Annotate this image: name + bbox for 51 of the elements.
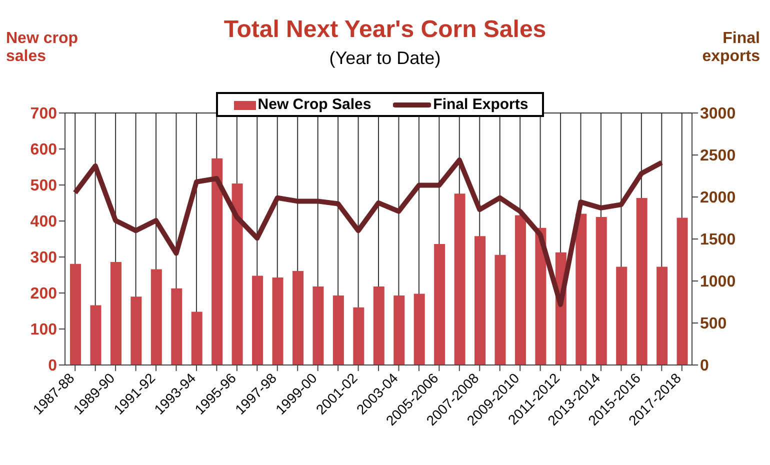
bar [616,266,628,365]
y-tick-label: 0 [48,358,58,375]
bar [312,286,324,365]
bar [414,294,425,365]
bar [332,296,344,365]
legend-label: Final Exports [432,96,528,113]
y-tick-label: 400 [30,214,58,231]
bar [373,286,384,365]
bar [434,244,446,365]
bar [596,217,607,365]
bar [636,198,648,365]
legend-label: New Crop Sales [256,96,372,113]
bar [454,194,466,365]
bar [150,269,162,365]
bar [656,266,668,365]
bar [394,296,405,365]
bar [535,228,546,365]
y-tick-label: 200 [30,286,58,303]
bar [70,264,81,365]
y2-tick-label: 1500 [700,232,736,249]
y2-tick-label: 2000 [700,190,736,207]
bar [232,184,243,365]
bar [130,296,142,365]
bar [474,236,486,365]
bar [514,215,526,365]
bar [272,278,284,365]
bar [252,276,264,365]
bar [676,218,688,365]
bar [90,305,102,365]
y-tick-label: 600 [30,142,58,159]
y2-tick-label: 0 [700,358,709,375]
bar [353,307,364,365]
y2-tick-label: 2500 [700,148,736,165]
y2-tick-label: 1000 [700,274,736,291]
bar [171,288,182,365]
bar [191,312,202,365]
bar [576,214,587,365]
y-tick-label: 700 [30,106,58,123]
y2-tick-label: 500 [700,316,727,333]
bar [212,158,223,365]
y-tick-label: 100 [30,322,58,339]
y2-axis-title: Final exports [701,30,760,66]
bar [494,254,506,365]
bar [292,271,304,365]
y-tick-label: 300 [30,250,58,267]
chart-subtitle: (Year to Date) [329,48,441,68]
bar [110,262,122,365]
y2-tick-label: 3000 [700,106,736,123]
y-tick-label: 500 [30,178,58,195]
y-axis-title: New crop sales [6,30,80,66]
chart-title: Total Next Year's Corn Sales [224,16,546,43]
